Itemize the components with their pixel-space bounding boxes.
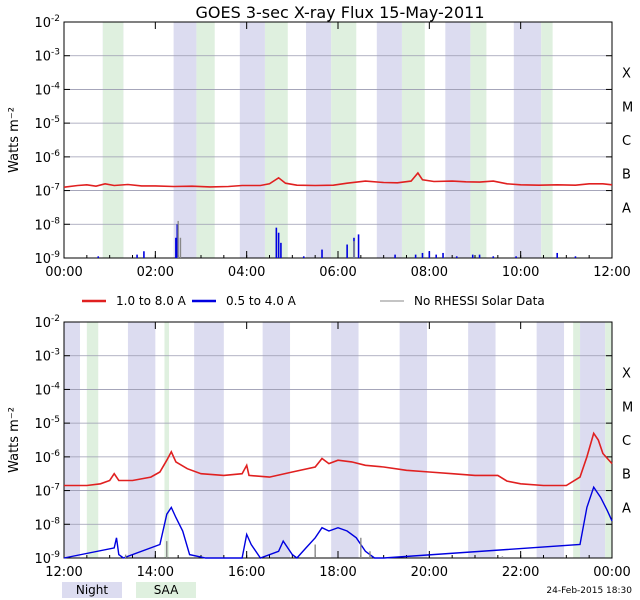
night-band: [194, 322, 224, 558]
band-legend-swatch: [62, 582, 122, 598]
x-tick-label: 00:00: [593, 565, 630, 580]
band-legend-swatch: [136, 582, 196, 598]
y-tick-label: 10-8: [34, 516, 60, 533]
night-band: [127, 322, 156, 558]
saa-band: [541, 22, 553, 258]
y-tick-label: 10-5: [34, 115, 60, 132]
night-band: [239, 22, 265, 258]
night-band: [376, 22, 402, 258]
saa-band: [102, 22, 124, 258]
saa-band: [331, 22, 357, 258]
x-tick-label: 20:00: [411, 565, 448, 580]
series-short-line: [63, 485, 613, 559]
night-band: [173, 22, 197, 258]
flare-class-label: B: [622, 168, 631, 183]
chart-title: GOES 3-sec X-ray Flux 15-May-2011: [196, 3, 485, 22]
saa-band: [573, 322, 581, 558]
legend-label: 1.0 to 8.0 A: [116, 294, 187, 308]
x-tick-label: 14:00: [137, 565, 174, 580]
y-tick-label: 10-7: [34, 183, 60, 200]
night-band: [262, 322, 291, 558]
series-long-line: [63, 171, 613, 188]
series-long-line: [64, 431, 613, 487]
flare-class-label: M: [622, 400, 633, 415]
y-tick-label: 10-8: [34, 216, 60, 233]
saa-band: [605, 322, 612, 558]
y-tick-label: 10-4: [34, 381, 60, 398]
night-band: [331, 322, 359, 558]
y-axis-label: Watts m⁻²: [7, 107, 22, 173]
x-tick-label: 06:00: [319, 265, 356, 280]
night-band: [399, 322, 428, 558]
night-band: [445, 22, 471, 258]
y-tick-label: 10-6: [34, 449, 60, 466]
y-tick-label: 10-2: [34, 14, 60, 31]
legend: 1.0 to 8.0 A 0.5 to 4.0 A No RHESSI Solar …: [82, 294, 545, 308]
x-tick-label: 08:00: [411, 265, 448, 280]
timestamp: 24-Feb-2015 18:30: [546, 586, 632, 596]
night-saa-legend: Night SAA: [62, 582, 196, 598]
x-tick-label: 04:00: [228, 265, 265, 280]
flare-class-label: C: [622, 434, 631, 449]
y-tick-label: 10-3: [34, 348, 60, 365]
x-tick-label: 22:00: [502, 565, 539, 580]
legend-label: No RHESSI Solar Data: [414, 294, 545, 308]
saa-band: [401, 22, 425, 258]
y-tick-label: 10-3: [34, 48, 60, 65]
flare-class-label: X: [622, 367, 631, 382]
x-tick-label: 12:00: [45, 565, 82, 580]
y-axis-label: Watts m⁻²: [7, 407, 22, 473]
y-tick-label: 10-7: [34, 483, 60, 500]
y-tick-label: 10-2: [34, 314, 60, 331]
y-tick-label: 10-4: [34, 81, 60, 98]
y-tick-label: 10-5: [34, 415, 60, 432]
legend-label: 0.5 to 4.0 A: [226, 294, 297, 308]
x-tick-label: 02:00: [137, 265, 174, 280]
night-band: [513, 22, 542, 258]
x-tick-label: 16:00: [228, 565, 265, 580]
band-legend-label: Night: [76, 583, 109, 597]
flare-class-label: C: [622, 134, 631, 149]
night-band: [468, 322, 496, 558]
band-legend-label: SAA: [154, 583, 179, 597]
x-tick-label: 18:00: [319, 565, 356, 580]
saa-band: [196, 22, 215, 258]
night-band: [536, 322, 565, 558]
saa-band: [86, 322, 99, 558]
night-band: [64, 322, 80, 558]
flare-class-label: A: [622, 201, 631, 216]
y-tick-label: 10-6: [34, 149, 60, 166]
flare-class-label: B: [622, 468, 631, 483]
x-tick-label: 00:00: [45, 265, 82, 280]
flare-class-label: A: [622, 501, 631, 516]
x-tick-label: 10:00: [502, 265, 539, 280]
flare-class-label: M: [622, 100, 633, 115]
saa-band: [470, 22, 487, 258]
x-tick-label: 12:00: [593, 265, 630, 280]
saa-band: [264, 22, 288, 258]
flare-class-label: X: [622, 67, 631, 82]
saa-band: [164, 322, 170, 558]
night-band: [306, 22, 332, 258]
